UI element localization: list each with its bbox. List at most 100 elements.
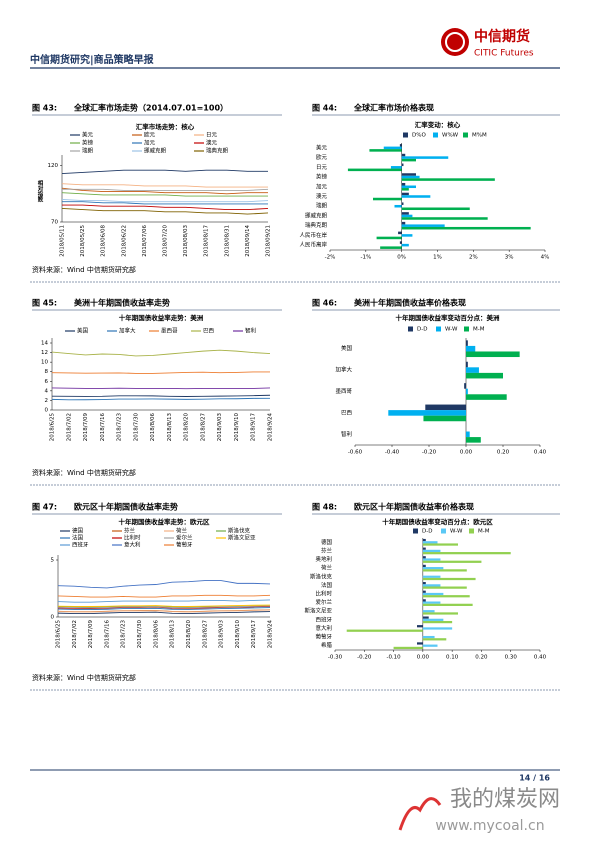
x-tick-label: 2018/7/02 [72,620,78,648]
legend-label: 西班牙 [72,541,89,549]
legend-swatch [403,132,408,138]
x-tick-label: 2018/8/13 [170,620,176,649]
x-tick-label: 2018/7/09 [88,620,94,649]
x-tick-label: 2018/7/16 [104,620,110,649]
x-tick-label: 1% [433,255,442,261]
x-tick-label: 2018/7/30 [133,413,139,442]
legend-label: 芬兰 [124,527,136,535]
x-tick-label: 2018/06/08 [101,225,107,257]
category-label: 英镑 [316,173,328,181]
bar [422,603,473,606]
figure-label: 图 46: [312,299,337,308]
bar [401,217,488,220]
legend-swatch [469,528,474,534]
page-number: 14 / 16 [519,774,550,783]
legend-label: 英镑 [82,139,94,147]
bar [390,166,402,169]
x-tick-label: -0.10 [386,655,401,661]
logo-ring [445,32,465,52]
chart-title: 汇率变动：核心 [415,120,461,129]
x-tick-label: 2018/9/24 [268,620,274,649]
bar [393,646,423,650]
legend-label: 斯洛文尼亚 [228,534,256,542]
legend-label: M-M [473,327,485,333]
bar [417,642,423,645]
bar [423,415,466,422]
bar [398,231,402,235]
bar [422,549,441,553]
x-tick-label: 2018/08/03 [183,225,189,257]
bar [399,144,402,147]
x-tick-label: 2018/6/25 [56,620,62,649]
x-tick-label: 2018/9/24 [268,413,274,442]
legend-label: 美国 [77,327,89,335]
bar [422,590,426,593]
category-label: 西班牙 [315,615,332,623]
watermark-flame [398,797,442,831]
bar [466,340,468,346]
x-tick-label: -0.20 [422,450,437,456]
legend-label: 欧元 [144,131,156,139]
category-label: 智利 [341,430,352,438]
bar [422,584,441,587]
bar [380,246,402,249]
bar [422,543,458,546]
y-tick-label: 8 [45,369,49,375]
bar [466,431,470,438]
bar [401,178,495,181]
bar [422,564,426,568]
series-line [61,192,268,197]
legend-label: 德国 [72,527,84,535]
category-label: 美国 [341,344,353,352]
figure-caption: 欧元区十年期国债收益率价格表现 [354,502,474,512]
series-line [62,204,269,211]
category-label: 葡萄牙 [315,633,332,641]
legend-label: 爱尔兰 [176,534,193,542]
x-tick-label: -0.20 [357,655,372,661]
bar [401,182,406,186]
bar [422,644,438,647]
bar [466,394,507,400]
x-tick-label: 2018/7/16 [100,413,106,442]
bar [401,212,409,215]
y-tick-label: 120 [48,163,59,169]
x-tick-label: 0.40 [534,655,547,661]
x-tick-label: 2018/9/10 [235,620,241,649]
source: 资料来源：Wind 中信期货研究部 [32,265,136,274]
bar [422,558,441,561]
bar [422,538,426,542]
legend-label: D-D [422,529,432,535]
series-line [57,605,271,610]
legend-swatch [463,132,468,138]
figure-label: 图 45: [32,299,57,308]
series-line [62,188,269,191]
x-tick-label: 0% [397,255,406,261]
bar [376,236,402,240]
x-tick-label: 2018/7/02 [66,413,72,441]
legend-label: 荷兰 [176,527,188,535]
bar [401,185,416,189]
series-line [61,169,268,174]
legend-label: 法国 [72,534,84,542]
chart-title: 十年期国债收益率走势：欧元区 [119,517,211,526]
legend-label: 墨西哥 [161,328,178,335]
x-tick-label: 0.10 [446,655,459,661]
source: 资料来源：Wind 中信期货研究部 [32,468,136,477]
series-line [61,208,269,215]
series-line [57,607,271,611]
x-tick-label: -1% [360,255,371,261]
logo: 中信期货 CITIC Futures [441,28,534,59]
x-tick-label: 2018/9/03 [217,413,223,442]
bar [466,437,481,443]
x-tick-label: 2018/05/11 [60,225,66,257]
figure-caption: 美洲十年期国债收益率价格表现 [354,298,466,308]
legend-label: 斯洛伐克 [228,527,251,535]
x-tick-label: -0.40 [385,450,400,456]
figure-label: 图 44: [312,104,337,113]
legend-label: D%O [412,133,426,139]
legend-swatch [436,326,441,332]
bar [425,404,466,411]
bar [422,610,435,613]
series-line [61,187,268,195]
